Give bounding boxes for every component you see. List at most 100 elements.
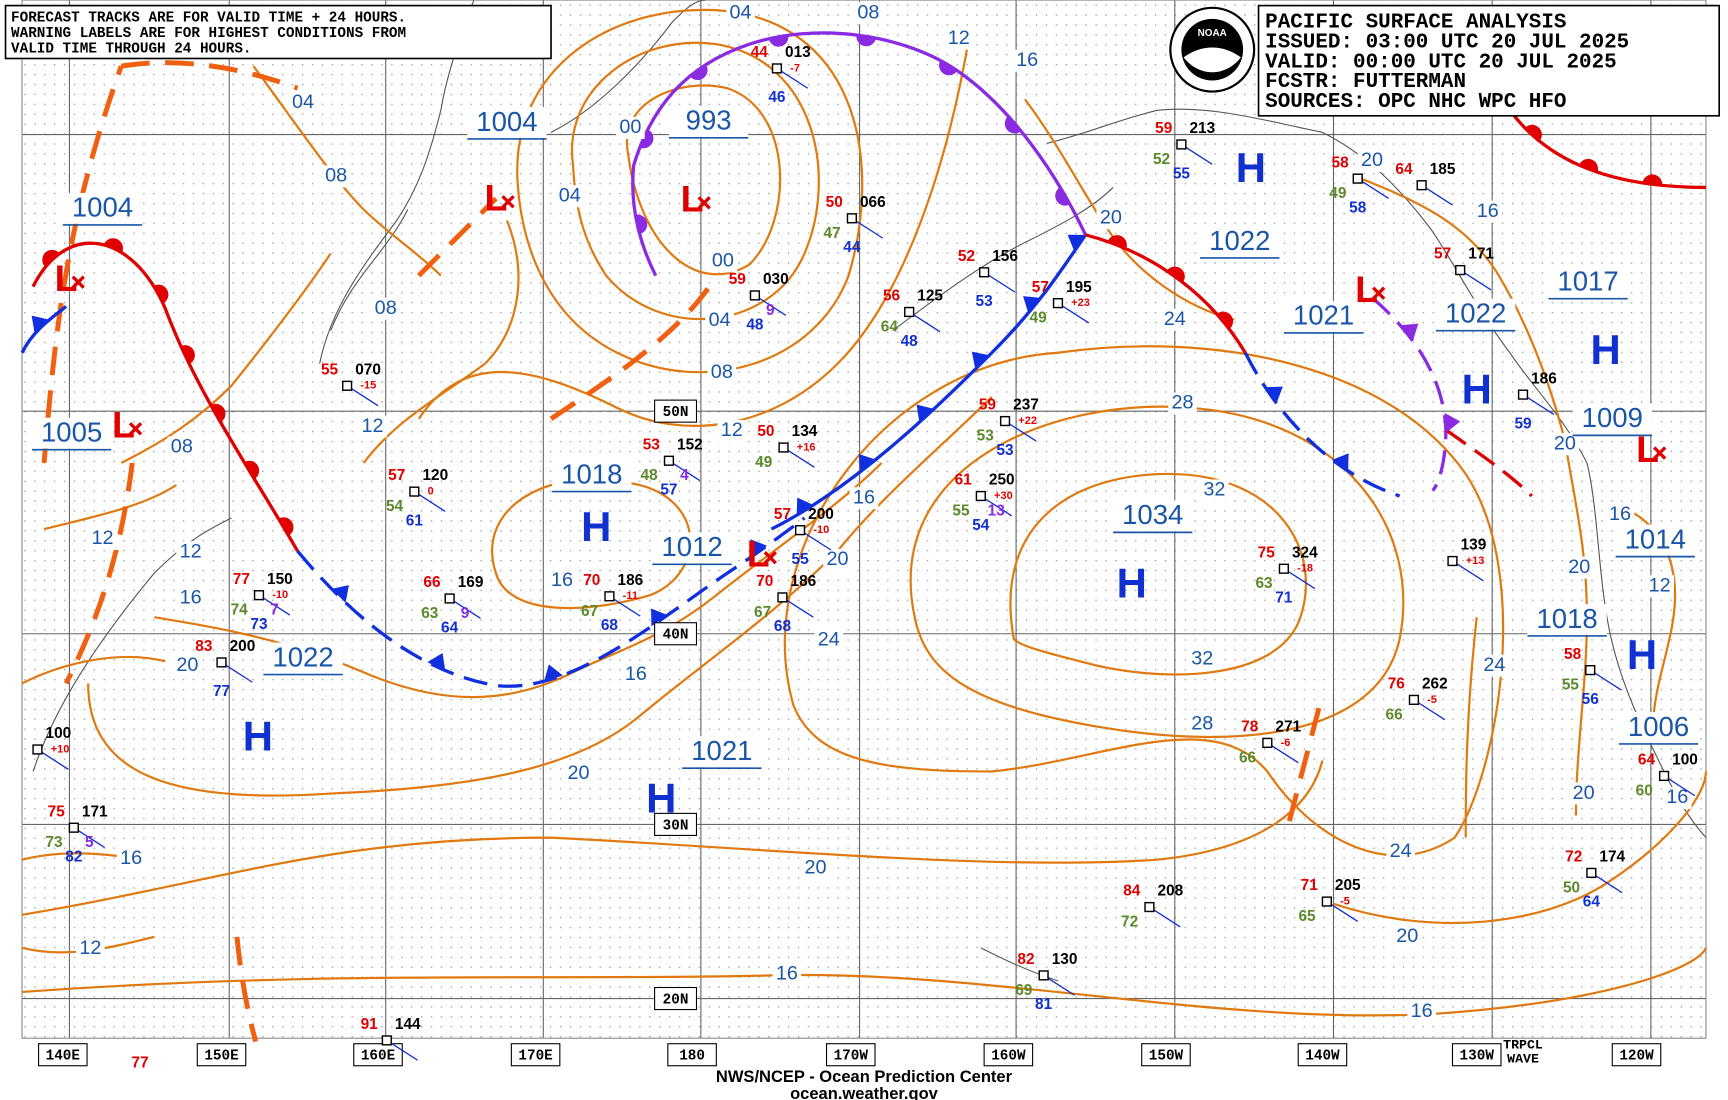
cold-front-symbol — [1331, 453, 1349, 472]
map-frame — [21, 0, 1707, 1039]
pressure-label-bg — [1435, 298, 1516, 330]
station-air-temp: 56 — [883, 288, 901, 305]
station-box — [253, 590, 265, 601]
pressure-label-bg — [682, 736, 762, 768]
isobar-label-bg — [1160, 308, 1190, 331]
station-box — [604, 591, 615, 602]
center-pressure: 1018 — [1536, 603, 1597, 634]
isobar-label-bg — [371, 297, 401, 320]
lon-label-box — [983, 1043, 1034, 1067]
station-wave-height: 5 — [85, 834, 94, 851]
high-symbol: H — [1462, 365, 1492, 412]
title-line: ISSUED: 03:00 UTC 20 JUL 2025 — [1265, 31, 1629, 54]
station-pressure: 262 — [1422, 676, 1448, 693]
station-sea-temp: 57 — [660, 482, 677, 499]
pressure-label-bg — [263, 642, 343, 674]
isobar-label-bg — [564, 762, 593, 785]
station-air-temp: 50 — [757, 423, 774, 440]
isobar-label: 16 — [1666, 786, 1688, 808]
station-tendency: +30 — [994, 490, 1013, 502]
station-tendency: -5 — [1340, 895, 1350, 907]
isobar-label-bg — [1550, 433, 1580, 456]
station-sea-temp: 55 — [792, 551, 810, 568]
station-dew-point: 63 — [1255, 575, 1273, 592]
labels: 140E 150E 160E 170E 180 170W 160W 150W 140W 130W 1… — [31, 2, 1699, 1072]
low-center-x — [763, 551, 778, 565]
isobar-label-bg — [717, 419, 747, 442]
station-sea-temp: 64 — [1583, 894, 1601, 911]
station-wave-height: 9 — [766, 302, 775, 319]
pressure-label-bg — [467, 106, 547, 138]
station-box — [663, 455, 675, 466]
lon-label-box — [1141, 1043, 1191, 1067]
isobar-label: 32 — [1191, 647, 1213, 669]
station-wave-height: 4 — [680, 467, 689, 484]
station-tendency: 0 — [428, 485, 434, 497]
center-pressure: 1004 — [476, 106, 537, 137]
footer-line: NWS/NCEP - Ocean Prediction Center — [716, 1067, 1013, 1086]
station-air-temp: 50 — [826, 194, 843, 211]
station-air-temp: 77 — [233, 571, 250, 588]
center-pressure: 1006 — [1628, 711, 1689, 742]
station-air-temp: 59 — [979, 397, 996, 414]
warm-front-symbol — [768, 35, 789, 47]
center-pressure: 993 — [686, 105, 732, 136]
low-symbol: L — [747, 533, 770, 575]
station-sea-temp: 58 — [1349, 199, 1367, 216]
isobar-label-bg — [1168, 392, 1197, 415]
isobar-label-bg — [814, 629, 844, 652]
station-pressure: 200 — [808, 506, 834, 523]
pressure-label-bg — [1572, 403, 1652, 435]
station-pressure: 144 — [395, 1016, 421, 1033]
station-box — [1176, 139, 1187, 150]
isobar-label-bg — [1407, 1000, 1436, 1023]
isobar-label: 16 — [551, 569, 573, 591]
station-tendency: -18 — [1297, 563, 1313, 575]
station-dew-point: 50 — [1563, 879, 1580, 896]
isobar-label-bg — [1386, 840, 1416, 863]
cold-front-symbol — [750, 539, 768, 558]
wind-barb — [776, 67, 809, 89]
station-sea-temp: 53 — [996, 442, 1014, 459]
low-center-x — [501, 195, 515, 209]
station-air-temp: 91 — [361, 1016, 379, 1033]
isobar-label-bg — [944, 27, 974, 50]
station-pressure: 100 — [46, 725, 72, 742]
station-sea-temp: 82 — [65, 849, 82, 866]
warm-front-symbol — [244, 460, 260, 480]
isobar-label: 16 — [1411, 1000, 1433, 1022]
station-dew-point: 72 — [1121, 914, 1138, 931]
pressure-label-bg — [1548, 266, 1628, 298]
wind-barb — [1181, 143, 1213, 165]
warm-front-symbol — [1524, 124, 1542, 142]
station-air-temp: 64 — [1395, 161, 1413, 178]
isobar-label: 12 — [79, 937, 101, 959]
station-air-temp: 66 — [423, 574, 441, 591]
pressure-label-bg — [1113, 500, 1193, 532]
station-sea-temp: 46 — [768, 89, 786, 106]
isobar-label-bg — [321, 165, 351, 188]
isobar-label-bg — [1012, 49, 1042, 72]
note-box: FORECAST TRACKS ARE FOR VALID TIME + 24 … — [4, 4, 552, 60]
station-sea-temp: 64 — [441, 619, 459, 636]
isobar-label: 24 — [1164, 308, 1186, 330]
warm-front-symbol — [180, 345, 195, 365]
lon-label: 170W — [834, 1049, 869, 1065]
wind-barb — [1004, 420, 1037, 442]
station-box — [1262, 737, 1273, 748]
station-air-temp: 76 — [1388, 676, 1406, 693]
low-symbol: L — [55, 257, 78, 299]
isobar-label: 20 — [1568, 556, 1590, 578]
station-dew-point: 49 — [1329, 185, 1346, 202]
isobar-label-bg — [1564, 556, 1594, 579]
isobar-label-bg — [1473, 200, 1503, 223]
wind-barb — [980, 495, 1013, 517]
station-box — [1455, 264, 1466, 276]
lon-label: 150E — [204, 1049, 239, 1065]
isobar-label-bg — [358, 415, 387, 438]
station-box — [1586, 867, 1597, 879]
low-symbol: L — [1636, 428, 1659, 470]
station-wave-height: 7 — [270, 602, 279, 619]
footer: NWS/NCEP - Ocean Prediction Center ocean… — [716, 1067, 1013, 1100]
cold-front-symbol — [31, 315, 50, 334]
